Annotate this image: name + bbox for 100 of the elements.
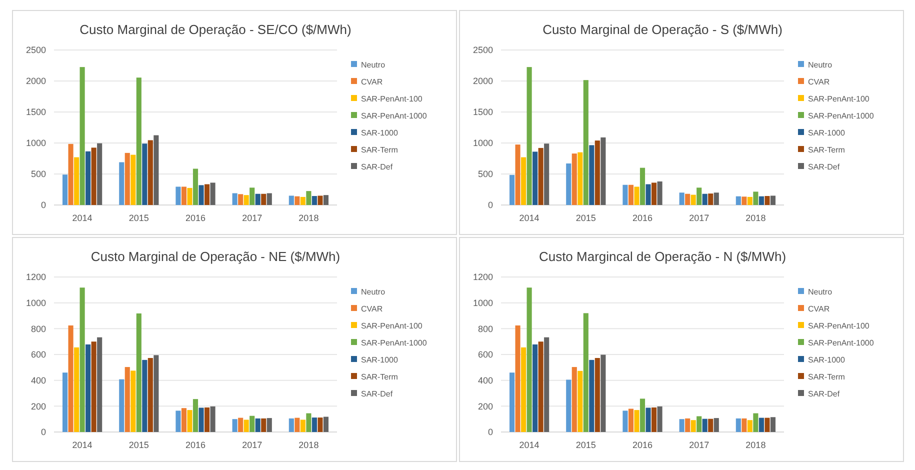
- bar: [702, 194, 708, 205]
- bar: [747, 196, 752, 205]
- y-tick-label: 500: [30, 169, 46, 180]
- y-tick-label: 1000: [26, 138, 46, 148]
- bar: [532, 344, 538, 432]
- bar: [526, 67, 532, 205]
- bar: [232, 419, 238, 432]
- bar: [192, 399, 198, 432]
- bar: [97, 143, 102, 205]
- legend-label: CVAR: [361, 304, 383, 314]
- legend-label: SAR-PenAnt-1000: [808, 111, 874, 120]
- bar: [572, 154, 577, 205]
- bar: [572, 367, 577, 432]
- bar: [306, 413, 312, 432]
- y-tick-label: 2000: [26, 76, 46, 86]
- bar: [176, 410, 181, 432]
- bar: [192, 168, 198, 205]
- x-tick-label: 2015: [576, 440, 596, 450]
- chart-title: Custo Margincal de Operação - N ($/MWh): [538, 249, 786, 264]
- bar: [266, 418, 272, 432]
- bar: [589, 360, 594, 432]
- bar: [80, 67, 85, 205]
- x-tick-label: 2015: [576, 213, 596, 223]
- bar: [97, 337, 102, 432]
- legend-label: SAR-PenAnt-100: [808, 94, 870, 104]
- x-tick-label: 2014: [519, 213, 540, 223]
- legend-label: SAR-Def: [361, 162, 394, 172]
- bar: [86, 151, 91, 205]
- bar: [714, 192, 719, 205]
- y-tick-label: 400: [30, 375, 46, 386]
- bar: [300, 196, 306, 205]
- bar: [764, 418, 770, 432]
- bar: [238, 194, 244, 205]
- legend-label: CVAR: [808, 77, 830, 86]
- bar: [323, 416, 329, 432]
- bar: [566, 163, 572, 205]
- bar: [261, 194, 266, 205]
- bar: [318, 418, 323, 432]
- bar: [696, 188, 702, 205]
- bar: [210, 406, 216, 432]
- y-tick-label: 500: [478, 169, 493, 180]
- bar: [657, 181, 662, 205]
- bar: [651, 182, 657, 205]
- legend-label: SAR-Def: [361, 389, 394, 398]
- x-tick-label: 2016: [632, 440, 653, 450]
- bar: [736, 196, 741, 205]
- y-tick-label: 0: [488, 200, 493, 210]
- bar: [509, 372, 515, 432]
- bar: [679, 419, 684, 432]
- bar: [154, 355, 159, 432]
- x-tick-label: 2017: [689, 213, 710, 223]
- bar: [634, 186, 640, 205]
- legend-label: Neutro: [361, 60, 386, 70]
- y-tick-label: 0: [488, 427, 493, 438]
- bar: [154, 135, 159, 205]
- bar: [142, 360, 148, 432]
- bar: [708, 194, 714, 205]
- bar: [294, 418, 300, 432]
- bar: [244, 420, 249, 432]
- bar: [578, 152, 583, 205]
- bar: [600, 354, 606, 432]
- bar: [68, 144, 74, 205]
- bar: [124, 367, 130, 432]
- y-tick-label: 0: [40, 200, 46, 210]
- bar: [318, 196, 323, 205]
- x-tick-label: 2017: [242, 213, 262, 223]
- bar: [634, 410, 640, 432]
- bar: [204, 184, 210, 205]
- legend-label: SAR-1000: [808, 128, 846, 138]
- y-tick-label: 2000: [472, 76, 493, 86]
- legend-label: SAR-Def: [808, 162, 840, 172]
- legend-label: SAR-PenAnt-100: [361, 94, 423, 104]
- bar: [628, 408, 634, 432]
- bar: [594, 140, 600, 205]
- bar: [770, 196, 776, 205]
- bar: [232, 193, 238, 205]
- bar: [690, 194, 696, 205]
- bar: [753, 413, 758, 432]
- bar: [91, 342, 96, 432]
- bar: [538, 342, 544, 432]
- legend-label: SAR-Term: [361, 145, 398, 154]
- bar: [148, 140, 153, 205]
- y-tick-label: 2500: [26, 45, 46, 56]
- bar: [515, 144, 520, 205]
- bar: [515, 325, 520, 432]
- bar: [250, 188, 255, 205]
- bar: [589, 145, 594, 205]
- bar: [758, 418, 764, 432]
- bar: [532, 152, 538, 205]
- y-tick-label: 1000: [26, 298, 46, 308]
- bar: [124, 152, 130, 205]
- bar: [509, 174, 515, 205]
- bar: [294, 196, 300, 205]
- legend-label: CVAR: [808, 304, 830, 314]
- bar: [753, 192, 758, 205]
- bar: [80, 288, 85, 432]
- y-tick-label: 1500: [26, 107, 46, 118]
- y-tick-label: 600: [478, 350, 493, 360]
- legend-label: SAR-PenAnt-100: [808, 321, 870, 330]
- bar: [187, 410, 192, 432]
